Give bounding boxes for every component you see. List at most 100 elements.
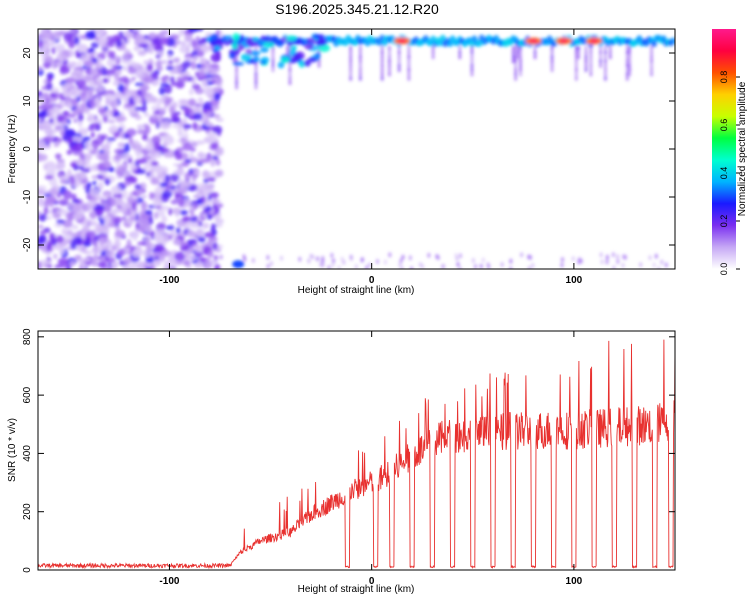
heatmap-cell [456, 261, 460, 267]
heatmap-cell [144, 94, 154, 102]
heatmap-cell [650, 71, 653, 77]
heatmap-cell [509, 258, 513, 264]
heatmap-cell [192, 194, 201, 199]
heatmap-cell [178, 99, 189, 104]
heatmap-cell [48, 103, 54, 110]
heatmap-cell [119, 129, 125, 140]
heatmap-cell [531, 263, 535, 269]
heatmap-cell [271, 54, 275, 60]
heatmap-cell [209, 192, 219, 199]
heatmap-cell [46, 195, 57, 203]
heatmap-cell [132, 62, 142, 69]
heatmap-cell [159, 120, 171, 130]
heatmap-cell [192, 203, 197, 209]
heatmap-cell [213, 92, 221, 102]
heatmap-cell [486, 262, 490, 268]
heatmap-cell [481, 257, 485, 263]
heatmap-cell [210, 223, 217, 229]
heatmap-cell [182, 60, 192, 68]
heatmap-cell [514, 58, 518, 64]
heatmap-cell [200, 195, 206, 204]
heatmap-cell [49, 118, 54, 124]
heatmap-cell [375, 259, 379, 265]
heatmap-cell [407, 67, 411, 73]
heatmap-cell [509, 266, 513, 269]
heatmap-cell [135, 222, 141, 230]
heatmap-cell [550, 63, 554, 68]
heatmap-cell [191, 83, 201, 90]
heatmap-cell [380, 71, 384, 77]
heatmap-cell [204, 263, 213, 269]
heatmap-cell [138, 38, 149, 44]
heatmap-cell [148, 148, 157, 155]
heatmap-cell [152, 114, 158, 119]
heatmap-cell [251, 36, 260, 42]
heatmap-cell [605, 259, 609, 265]
heatmap-peak-core [528, 39, 539, 43]
heatmap-cell [584, 63, 588, 68]
heatmap-cell [175, 227, 181, 234]
heatmap-cell [132, 233, 138, 241]
heatmap-cell [101, 223, 110, 231]
heatmap-cell [99, 239, 105, 247]
heatmap-cell [54, 264, 64, 269]
colorbar-tick-label: 0.4 [719, 167, 729, 180]
heatmap-cell [520, 252, 524, 258]
heatmap-cell [303, 59, 311, 67]
heatmap-cell [266, 263, 270, 269]
heatmap-cell [184, 172, 191, 181]
heatmap-cell [172, 238, 181, 245]
heatmap-cell [104, 69, 114, 74]
heatmap-cell [161, 250, 172, 257]
heatmap-cell [397, 54, 401, 60]
heatmap-cell [397, 67, 401, 73]
heatmap-cell [123, 65, 128, 72]
heatmap-cell [550, 45, 554, 51]
heatmap-cell [358, 45, 362, 51]
heatmap-cell [407, 76, 411, 81]
line-x-axis-label: Height of straight line (km) [298, 584, 415, 595]
heatmap-cell [271, 58, 275, 64]
heatmap-cell [114, 72, 120, 81]
heatmap-cell [97, 261, 107, 269]
heatmap-cell [560, 257, 564, 263]
heatmap-cell [197, 97, 203, 103]
heatmap-cell [604, 50, 607, 55]
heatmap-cell [93, 36, 100, 41]
heatmap-cell [176, 166, 185, 177]
heatmap-cell [71, 203, 82, 212]
heatmap-cell [388, 252, 392, 258]
heatmap-cell [271, 37, 280, 43]
heatmap-cell [203, 86, 214, 96]
heatmap-cell [168, 266, 174, 269]
heatmap-cell [59, 123, 65, 132]
heatmap-cell [286, 50, 289, 55]
heatmap-cell [519, 50, 522, 55]
heatmap-cell [210, 141, 219, 150]
heatmap-cell [470, 45, 474, 51]
heatmap-cell [159, 82, 170, 87]
heatmap-cell [123, 143, 131, 153]
heatmap-cell [192, 121, 198, 130]
heatmap-cell [54, 43, 66, 52]
heatmap-cell [197, 159, 208, 164]
heatmap-cell [214, 77, 222, 85]
heatmap-cell [625, 45, 629, 51]
heatmap-cell [317, 37, 326, 47]
heatmap-cell [91, 246, 102, 255]
heatmap-cell [232, 33, 240, 42]
heatmap-cell [604, 45, 607, 51]
heatmap-cell [604, 63, 607, 68]
heatmap-cell [129, 176, 138, 184]
heatmap-cell [579, 258, 583, 264]
heatmap-cell [38, 65, 43, 72]
heatmap-cell [90, 42, 100, 49]
heatmap-cell [159, 147, 170, 153]
heatmap-cell [158, 112, 164, 118]
heatmap-cell [431, 54, 435, 60]
heatmap-cell [54, 107, 61, 116]
heatmap-cell [214, 169, 224, 178]
heatmap-cell [177, 131, 184, 137]
heatmap-cell [307, 258, 311, 264]
